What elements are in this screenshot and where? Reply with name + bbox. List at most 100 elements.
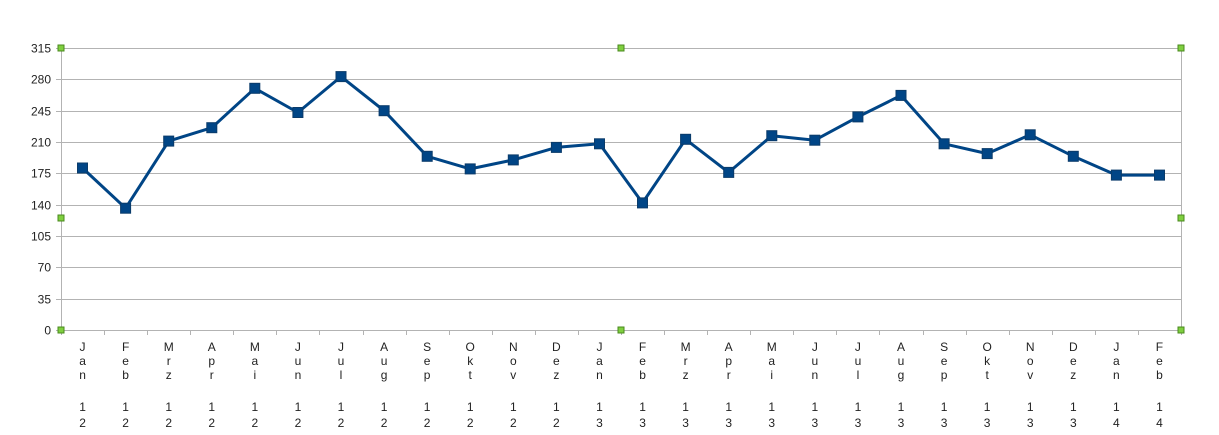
x-tick-char: 1 (338, 400, 345, 414)
x-tick-char: r (210, 368, 214, 382)
x-tick-char: 1 (79, 400, 86, 414)
x-tick-char: J (855, 340, 861, 354)
x-tick-char: a (79, 354, 86, 368)
x-tick-char: 2 (252, 416, 259, 430)
x-tick-char: b (639, 368, 646, 382)
x-tick-char: 3 (725, 416, 732, 430)
data-point (206, 122, 218, 134)
y-tick-label: 105 (31, 230, 51, 244)
x-tick-char: u (338, 354, 345, 368)
resize-handle[interactable] (57, 326, 65, 334)
x-tick-char: 1 (941, 400, 948, 414)
x-tick-char: 1 (381, 400, 388, 414)
x-tick-char: 1 (252, 400, 259, 414)
x-tick-char: e (1156, 354, 1163, 368)
y-tick-label: 70 (38, 261, 52, 275)
x-tick-char: 1 (596, 400, 603, 414)
x-tick-char: 2 (338, 416, 345, 430)
data-point (507, 154, 519, 166)
x-tick-char: 1 (424, 400, 431, 414)
series-group (77, 71, 1165, 214)
y-tick-label: 0 (44, 324, 51, 338)
data-point (637, 197, 648, 209)
x-tick-char: n (79, 368, 86, 382)
x-tick-char: o (510, 354, 517, 368)
resize-handle[interactable] (617, 44, 625, 52)
x-tick-char: v (510, 368, 516, 382)
x-tick-char: r (684, 354, 688, 368)
resize-handle[interactable] (1177, 44, 1185, 52)
x-tick-char: 1 (510, 400, 517, 414)
y-tick-label: 245 (31, 105, 51, 119)
data-point (852, 111, 864, 123)
x-tick-char: 3 (898, 416, 905, 430)
x-tick-char: 1 (768, 400, 775, 414)
x-tick-char: p (941, 368, 948, 382)
x-tick-char: n (295, 368, 302, 382)
data-point (378, 105, 390, 117)
x-tick-char: 2 (467, 416, 474, 430)
x-tick-char: a (1113, 354, 1120, 368)
resize-handle[interactable] (1177, 214, 1185, 222)
x-tick-char: e (424, 354, 431, 368)
data-point (464, 163, 476, 175)
series-line (81, 75, 1160, 210)
x-tick-char: 2 (553, 416, 560, 430)
resize-handle[interactable] (1177, 326, 1185, 334)
y-axis: 0 35 70 105 140 175 210 245 280 315 (31, 42, 61, 338)
x-tick-char: F (639, 340, 646, 354)
x-tick-char: M (250, 340, 260, 354)
data-point (1024, 129, 1036, 141)
resize-handle[interactable] (57, 44, 65, 52)
x-tick-char: O (466, 340, 475, 354)
x-tick-char: N (509, 340, 518, 354)
data-point (120, 202, 132, 214)
x-tick-char: z (1070, 368, 1076, 382)
x-tick-char: b (1156, 368, 1163, 382)
x-tick-char: 1 (1113, 400, 1120, 414)
y-tick-label: 175 (31, 167, 51, 181)
x-tick-char: r (167, 354, 171, 368)
data-point (981, 148, 993, 160)
data-point (1154, 169, 1165, 181)
x-tick-char: 2 (208, 416, 215, 430)
resize-handle[interactable] (617, 326, 625, 334)
resize-handle[interactable] (57, 214, 65, 222)
x-tick-char: 1 (984, 400, 991, 414)
data-point (594, 138, 605, 150)
x-tick-char: p (725, 354, 732, 368)
x-tick-char: z (166, 368, 172, 382)
x-tick-char: p (208, 354, 215, 368)
x-tick-char: 3 (941, 416, 948, 430)
data-point (292, 107, 304, 118)
selection-handles[interactable] (57, 44, 1185, 334)
x-tick-char: 3 (812, 416, 819, 430)
x-tick-char: r (727, 368, 731, 382)
x-tick-char: S (423, 340, 431, 354)
x-tick-char: F (122, 340, 129, 354)
y-tick-label: 210 (31, 136, 51, 150)
x-tick-char: 1 (639, 400, 646, 414)
